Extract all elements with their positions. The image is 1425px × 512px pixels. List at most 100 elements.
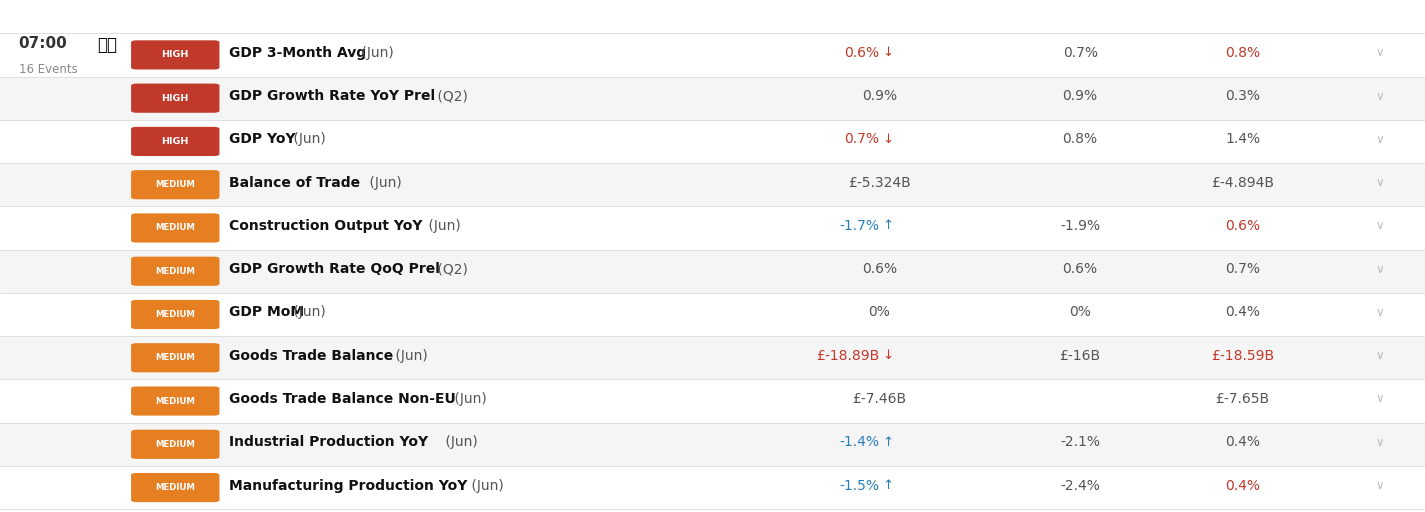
- Text: ∨: ∨: [1375, 393, 1384, 406]
- Text: Industrial Production YoY: Industrial Production YoY: [229, 435, 429, 449]
- Text: (Jun): (Jun): [365, 176, 402, 189]
- Text: £-18.59B: £-18.59B: [1211, 349, 1274, 362]
- Text: GDP Growth Rate YoY Prel: GDP Growth Rate YoY Prel: [229, 89, 436, 103]
- Text: (Jun): (Jun): [289, 306, 325, 319]
- Text: 0.6%: 0.6%: [844, 46, 879, 60]
- Text: ↑: ↑: [882, 220, 893, 232]
- Text: HIGH: HIGH: [161, 137, 190, 146]
- Text: Balance of Trade: Balance of Trade: [229, 176, 361, 189]
- FancyBboxPatch shape: [131, 170, 219, 199]
- FancyBboxPatch shape: [131, 40, 219, 70]
- FancyBboxPatch shape: [131, 430, 219, 459]
- Text: ∨: ∨: [1375, 47, 1384, 59]
- Text: ∨: ∨: [1375, 220, 1384, 232]
- Text: 0%: 0%: [868, 306, 891, 319]
- Text: 07:00: 07:00: [19, 36, 67, 51]
- Text: 0.6%: 0.6%: [862, 262, 896, 276]
- FancyBboxPatch shape: [0, 336, 1425, 379]
- Text: ∨: ∨: [1375, 349, 1384, 362]
- Text: MEDIUM: MEDIUM: [155, 310, 195, 319]
- Text: £-4.894B: £-4.894B: [1211, 176, 1274, 189]
- FancyBboxPatch shape: [0, 250, 1425, 293]
- Text: 0.4%: 0.4%: [1226, 435, 1260, 449]
- Text: MEDIUM: MEDIUM: [155, 440, 195, 449]
- Text: 0.7%: 0.7%: [844, 133, 879, 146]
- Text: -1.9%: -1.9%: [1060, 219, 1100, 233]
- Text: GDP Growth Rate QoQ Prel: GDP Growth Rate QoQ Prel: [229, 262, 440, 276]
- FancyBboxPatch shape: [131, 257, 219, 286]
- Text: HIGH: HIGH: [161, 50, 190, 59]
- Text: 0.6%: 0.6%: [1063, 262, 1097, 276]
- FancyBboxPatch shape: [131, 387, 219, 416]
- FancyBboxPatch shape: [0, 423, 1425, 466]
- Text: -1.5%: -1.5%: [839, 479, 879, 493]
- FancyBboxPatch shape: [0, 163, 1425, 206]
- Text: (Jun): (Jun): [442, 435, 479, 449]
- Text: -1.7%: -1.7%: [839, 219, 879, 233]
- Text: HIGH: HIGH: [161, 94, 190, 103]
- Text: 0.4%: 0.4%: [1226, 306, 1260, 319]
- Text: MEDIUM: MEDIUM: [155, 223, 195, 232]
- Text: 0.8%: 0.8%: [1226, 46, 1260, 60]
- Text: (Jun): (Jun): [425, 219, 462, 233]
- Text: ∨: ∨: [1375, 306, 1384, 319]
- Text: 0.3%: 0.3%: [1226, 89, 1260, 103]
- FancyBboxPatch shape: [131, 127, 219, 156]
- Text: 0.9%: 0.9%: [1063, 89, 1097, 103]
- Text: Manufacturing Production YoY: Manufacturing Production YoY: [229, 479, 467, 493]
- Text: (Jun): (Jun): [450, 392, 486, 406]
- FancyBboxPatch shape: [131, 300, 219, 329]
- Text: 0.9%: 0.9%: [862, 89, 896, 103]
- Text: £-16B: £-16B: [1060, 349, 1100, 362]
- Text: GDP YoY: GDP YoY: [229, 133, 296, 146]
- Text: ∨: ∨: [1375, 176, 1384, 189]
- Text: 0.4%: 0.4%: [1226, 479, 1260, 493]
- Text: 0%: 0%: [1069, 306, 1092, 319]
- Text: (Q2): (Q2): [433, 262, 467, 276]
- Text: 0.6%: 0.6%: [1226, 219, 1260, 233]
- Text: ∨: ∨: [1375, 263, 1384, 275]
- Text: 🇬🇧: 🇬🇧: [97, 36, 117, 54]
- Text: ∨: ∨: [1375, 436, 1384, 449]
- Text: (Jun): (Jun): [467, 479, 503, 493]
- Text: ↓: ↓: [882, 349, 893, 362]
- Text: ∨: ∨: [1375, 90, 1384, 102]
- Text: ↑: ↑: [882, 436, 893, 449]
- FancyBboxPatch shape: [0, 76, 1425, 120]
- Text: (Q2): (Q2): [433, 89, 467, 103]
- Text: MEDIUM: MEDIUM: [155, 396, 195, 406]
- Text: ↓: ↓: [882, 133, 893, 146]
- Text: -2.4%: -2.4%: [1060, 479, 1100, 493]
- Text: 16 Events: 16 Events: [19, 63, 77, 76]
- Text: MEDIUM: MEDIUM: [155, 267, 195, 276]
- Text: GDP 3-Month Avg: GDP 3-Month Avg: [229, 46, 366, 60]
- Text: £-18.89B: £-18.89B: [817, 349, 879, 362]
- Text: Construction Output YoY: Construction Output YoY: [229, 219, 423, 233]
- Text: Goods Trade Balance Non-EU: Goods Trade Balance Non-EU: [229, 392, 456, 406]
- FancyBboxPatch shape: [131, 343, 219, 372]
- Text: MEDIUM: MEDIUM: [155, 483, 195, 492]
- FancyBboxPatch shape: [131, 473, 219, 502]
- Text: 0.8%: 0.8%: [1063, 133, 1097, 146]
- Text: (Jun): (Jun): [390, 349, 428, 362]
- Text: (Jun): (Jun): [356, 46, 393, 60]
- Text: -1.4%: -1.4%: [839, 435, 879, 449]
- Text: MEDIUM: MEDIUM: [155, 180, 195, 189]
- Text: ↓: ↓: [882, 47, 893, 59]
- Text: (Jun): (Jun): [289, 133, 325, 146]
- Text: ∨: ∨: [1375, 479, 1384, 492]
- Text: 1.4%: 1.4%: [1226, 133, 1260, 146]
- FancyBboxPatch shape: [131, 83, 219, 113]
- Text: -2.1%: -2.1%: [1060, 435, 1100, 449]
- Text: 0.7%: 0.7%: [1226, 262, 1260, 276]
- Text: Goods Trade Balance: Goods Trade Balance: [229, 349, 393, 362]
- FancyBboxPatch shape: [131, 214, 219, 243]
- Text: GDP MoM: GDP MoM: [229, 306, 305, 319]
- Text: £-7.46B: £-7.46B: [852, 392, 906, 406]
- Text: £-5.324B: £-5.324B: [848, 176, 911, 189]
- Text: MEDIUM: MEDIUM: [155, 353, 195, 362]
- Text: ↑: ↑: [882, 479, 893, 492]
- Text: 0.7%: 0.7%: [1063, 46, 1097, 60]
- Text: £-7.65B: £-7.65B: [1216, 392, 1270, 406]
- Text: ∨: ∨: [1375, 133, 1384, 146]
